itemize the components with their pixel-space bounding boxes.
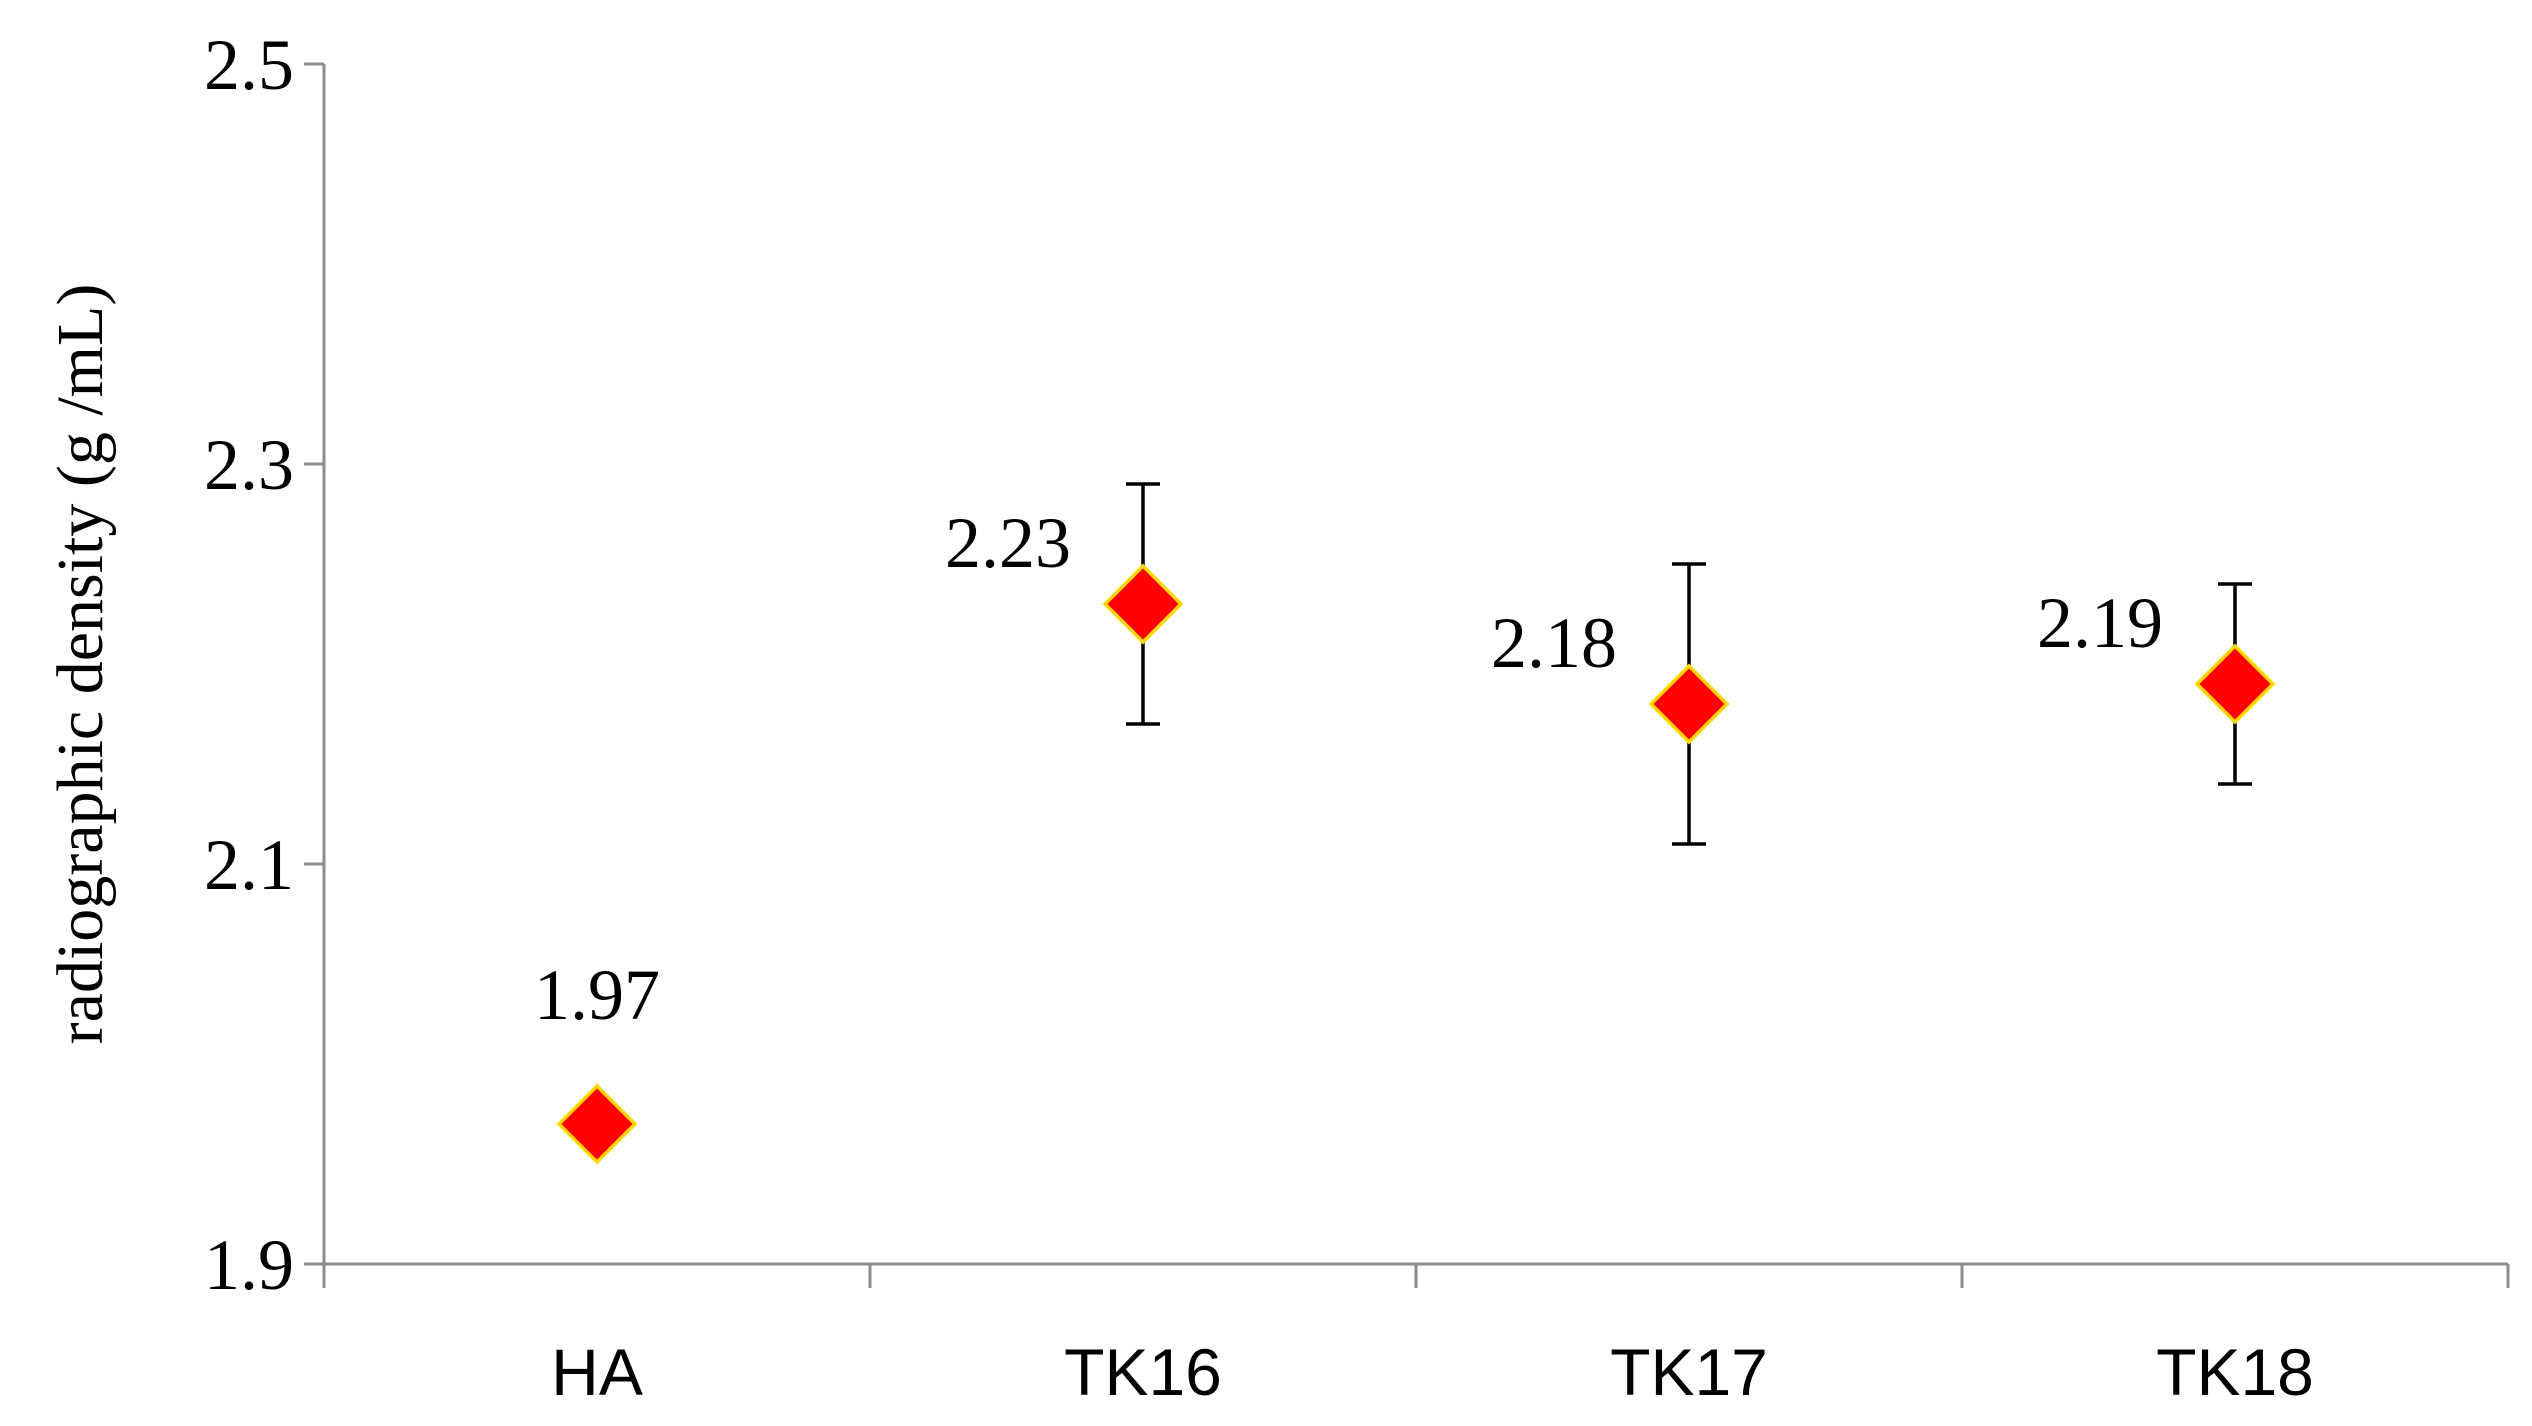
- y-ticks: 1.9 2.1 2.3 2.5: [204, 25, 324, 1305]
- data-label: 1.97: [534, 955, 660, 1035]
- x-tick-label: TK16: [1064, 1335, 1222, 1409]
- y-axis-label: radiographic density (g /mL): [44, 284, 117, 1045]
- data-point-marker: [1648, 663, 1730, 745]
- data-point-marker: [2194, 643, 2276, 725]
- x-tick-label: TK18: [2156, 1335, 2314, 1409]
- data-label: 2.18: [1491, 603, 1617, 683]
- data-labels: 1.97 2.23 2.18 2.19: [534, 503, 2163, 1035]
- x-ticks: HA TK16 TK17 TK18: [322, 1264, 2510, 1409]
- y-tick-label: 2.5: [204, 25, 294, 105]
- y-tick-label: 2.3: [204, 425, 294, 505]
- data-point-marker: [1102, 563, 1184, 645]
- data-point-marker: [556, 1083, 638, 1165]
- data-label: 2.23: [945, 503, 1071, 583]
- x-tick-label: TK17: [1610, 1335, 1768, 1409]
- data-markers: [556, 563, 2276, 1165]
- data-label: 2.19: [2037, 583, 2163, 663]
- x-tick-label: HA: [551, 1335, 643, 1409]
- y-tick-label: 1.9: [204, 1225, 294, 1305]
- y-tick-label: 2.1: [204, 825, 294, 905]
- axes: [322, 64, 2508, 1266]
